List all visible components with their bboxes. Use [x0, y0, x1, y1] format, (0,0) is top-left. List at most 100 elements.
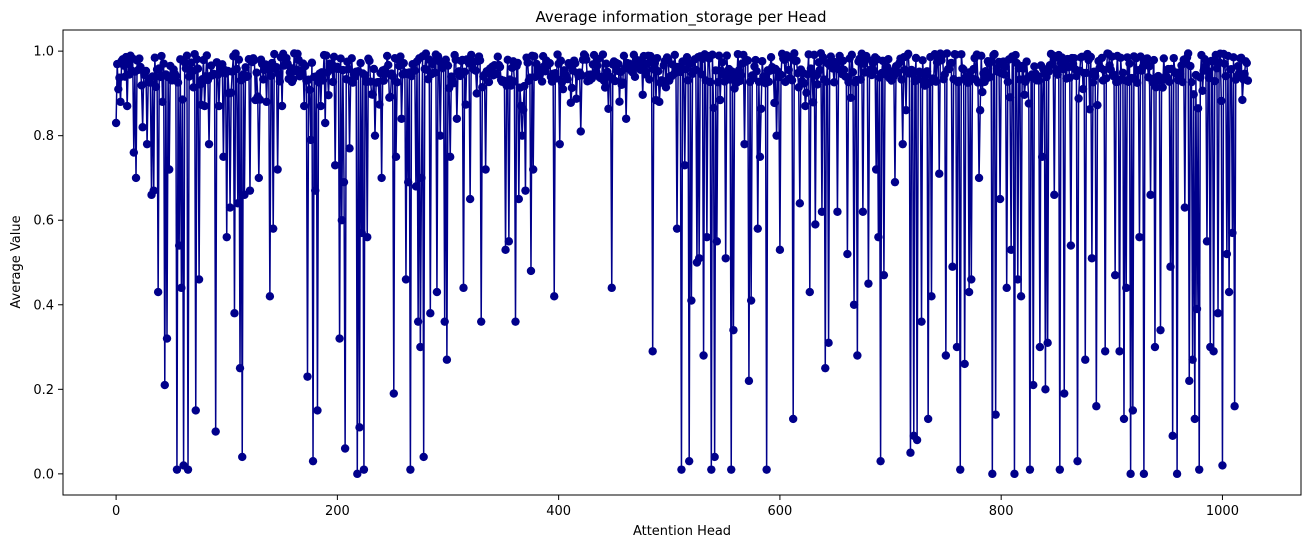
data-point	[746, 296, 756, 305]
data-point	[1149, 55, 1159, 65]
data-point	[1053, 70, 1062, 79]
data-point	[1208, 57, 1217, 66]
data-point	[655, 97, 664, 107]
data-point	[582, 55, 591, 64]
data-point	[615, 97, 624, 106]
data-point	[614, 59, 623, 69]
data-point	[964, 287, 974, 297]
data-point	[894, 68, 903, 77]
plot-area	[111, 49, 1253, 479]
data-point	[558, 84, 568, 94]
data-point	[1168, 431, 1177, 441]
data-point	[1230, 402, 1239, 411]
data-point	[917, 317, 926, 326]
data-point	[328, 77, 338, 87]
data-point	[1185, 376, 1194, 386]
data-point	[413, 317, 423, 326]
data-point	[1070, 53, 1079, 63]
data-point	[204, 139, 214, 149]
data-point	[1092, 402, 1101, 411]
data-point	[1001, 62, 1010, 72]
data-point	[764, 77, 774, 86]
data-point	[801, 101, 810, 111]
data-point	[871, 165, 881, 174]
data-point	[511, 317, 520, 326]
data-point	[389, 389, 398, 398]
data-point	[299, 101, 309, 111]
data-point	[758, 57, 767, 66]
data-point	[200, 101, 209, 111]
data-point	[426, 309, 435, 318]
data-point	[672, 224, 682, 233]
data-point	[252, 68, 261, 77]
data-point	[1034, 76, 1044, 85]
data-point	[981, 66, 990, 76]
data-point	[189, 83, 198, 92]
data-point	[1203, 66, 1213, 76]
data-point	[550, 292, 559, 301]
data-point	[344, 64, 353, 74]
data-point	[658, 76, 667, 86]
data-point	[1030, 62, 1039, 71]
data-point	[151, 82, 161, 92]
data-point	[707, 465, 716, 474]
data-point	[316, 101, 325, 111]
y-axis-label: Average Value	[9, 215, 24, 308]
data-point	[440, 317, 449, 326]
data-point	[277, 101, 287, 111]
data-point	[618, 78, 628, 87]
data-point	[712, 237, 722, 246]
data-point	[1242, 58, 1251, 68]
data-point	[975, 106, 985, 115]
data-point	[306, 135, 316, 145]
data-point	[571, 59, 580, 68]
data-point	[813, 80, 822, 89]
y-tick-label: 0.8	[33, 129, 54, 144]
data-point	[818, 53, 828, 62]
data-point	[452, 114, 462, 123]
data-point	[183, 465, 193, 474]
data-point	[555, 139, 564, 149]
data-point	[1081, 355, 1090, 364]
data-point	[243, 72, 252, 81]
data-point	[670, 50, 680, 60]
data-point	[941, 351, 951, 360]
data-point	[1126, 469, 1135, 479]
data-point	[922, 67, 932, 76]
data-point	[129, 148, 139, 157]
data-point	[706, 77, 715, 87]
data-point	[898, 139, 907, 149]
data-point	[811, 220, 820, 229]
data-point	[610, 76, 620, 86]
data-point	[523, 58, 532, 67]
data-point	[1000, 70, 1009, 79]
data-point	[1043, 338, 1052, 348]
x-tick-label: 600	[767, 504, 792, 519]
data-point	[1082, 68, 1091, 78]
data-point	[1187, 77, 1196, 87]
data-point	[927, 292, 936, 301]
data-point	[1029, 380, 1038, 390]
data-point	[171, 71, 181, 81]
data-point	[736, 71, 746, 80]
data-point	[459, 283, 468, 293]
data-point	[530, 52, 539, 61]
data-point	[214, 101, 224, 111]
data-point	[563, 74, 572, 84]
data-point	[273, 165, 282, 174]
data-point	[191, 406, 200, 415]
data-point	[219, 152, 228, 162]
data-point	[1229, 53, 1238, 62]
data-point	[1074, 94, 1083, 103]
data-point	[495, 62, 505, 72]
data-point	[1119, 414, 1129, 424]
data-point	[956, 465, 965, 474]
data-point	[384, 60, 393, 70]
data-point	[600, 83, 610, 92]
data-point	[684, 456, 694, 466]
data-point	[308, 456, 318, 466]
data-point	[375, 100, 384, 109]
data-point	[1055, 465, 1065, 474]
data-point	[131, 173, 141, 183]
data-point	[532, 59, 541, 69]
